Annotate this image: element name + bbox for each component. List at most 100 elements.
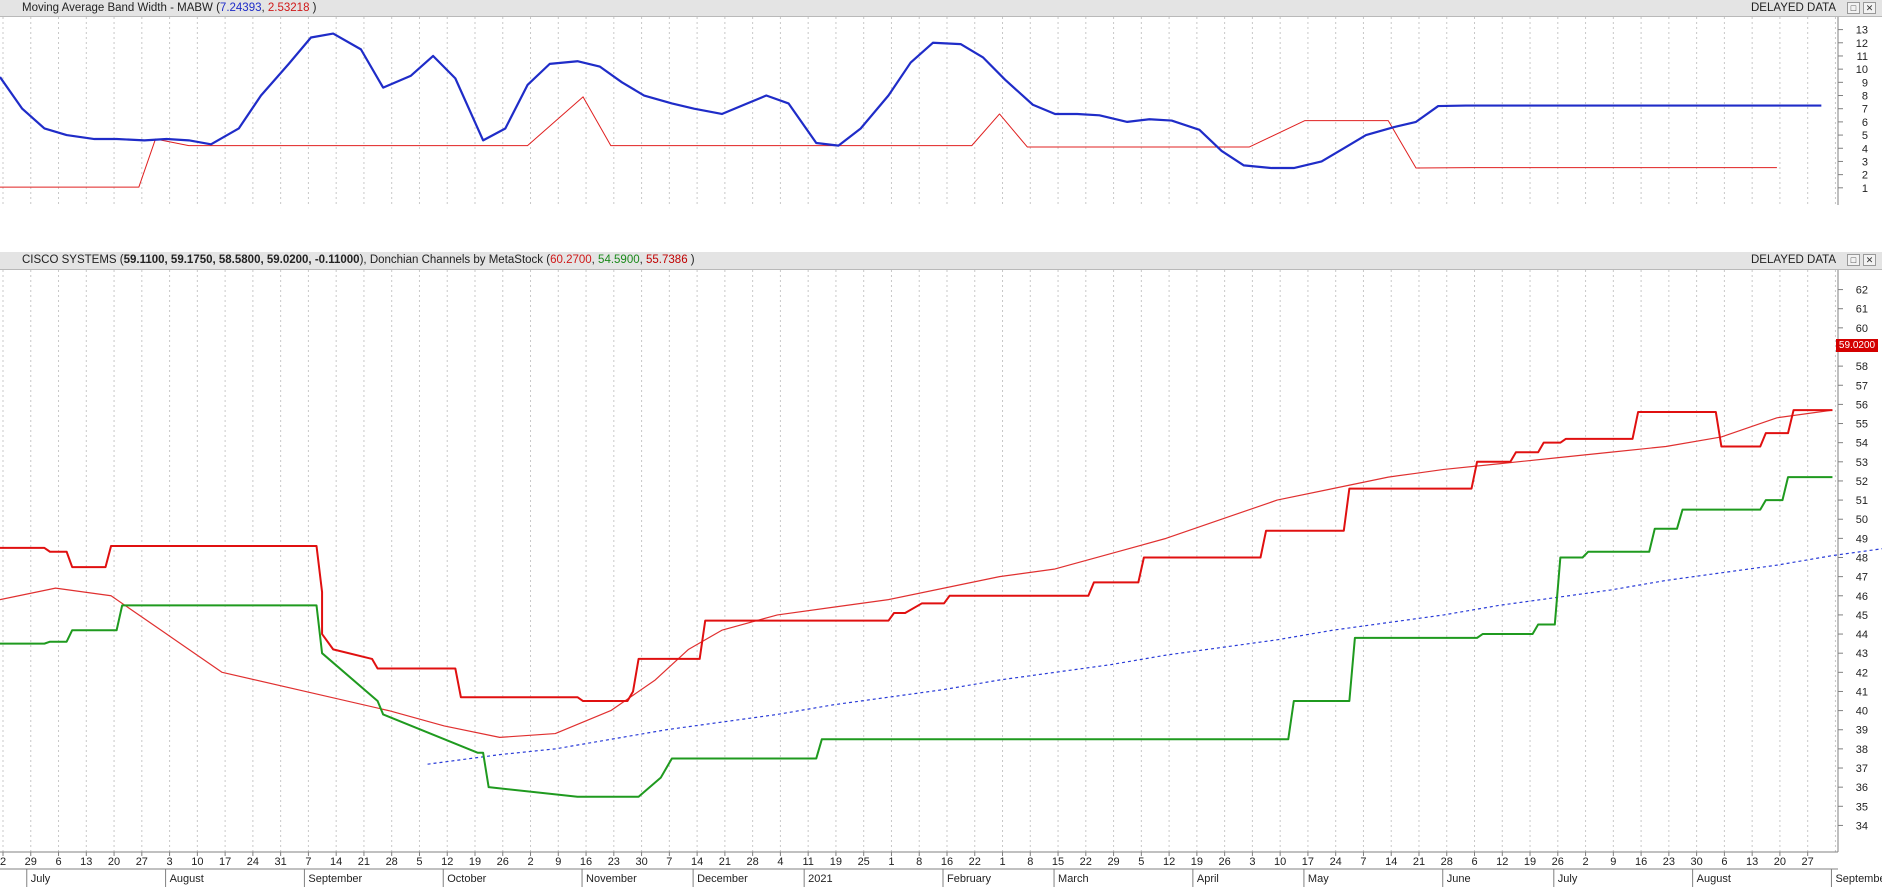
y-tick-label: 2 [1862,170,1868,182]
y-tick-label: 61 [1856,304,1868,316]
last-price-badge: 59.0200 [1836,339,1878,352]
x-tick-label: 3 [167,856,173,868]
x-tick-label: 29 [1107,856,1119,868]
x-tick-label: 13 [1746,856,1758,868]
y-tick-label: 39 [1856,725,1868,737]
restore-button[interactable]: □ [1847,2,1860,14]
y-tick-label: 3 [1862,156,1868,168]
y-tick-label: 1 [1862,183,1868,195]
x-tick-label: 6 [55,856,61,868]
x-tick-label: 19 [469,856,481,868]
x-tick-label: 25 [858,856,870,868]
month-label: June [1447,873,1471,885]
price-panel-header: CISCO SYSTEMS (59.1100, 59.1750, 58.5800… [0,252,1882,270]
y-tick-label: 55 [1856,419,1868,431]
x-tick-label: 10 [191,856,203,868]
x-tick-label: 20 [108,856,120,868]
moving-average-line [0,409,1833,738]
y-tick-label: 42 [1856,667,1868,679]
mabw-panel-header: Moving Average Band Width - MABW (7.2439… [0,0,1882,17]
x-tick-label: 26 [1219,856,1231,868]
x-tick-label: 20 [1774,856,1786,868]
close-button[interactable]: ✕ [1863,2,1876,14]
month-label: July [31,873,51,885]
x-tick-label: 15 [1052,856,1064,868]
y-tick-label: 11 [1857,51,1868,63]
month-label: February [947,873,992,885]
y-tick-label: 43 [1856,648,1868,660]
y-tick-label: 48 [1856,553,1868,565]
y-tick-label: 12 [1856,38,1868,50]
y-tick-label: 13 [1856,25,1868,37]
x-tick-label: 5 [416,856,422,868]
y-tick-label: 41 [1856,686,1868,698]
x-tick-label: 12 [1163,856,1175,868]
x-tick-label: 2 [527,856,533,868]
x-tick-label: 30 [635,856,647,868]
delayed-data-label: DELAYED DATA [1751,254,1836,266]
y-tick-label: 4 [1862,143,1868,155]
x-tick-label: 6 [1471,856,1477,868]
close-button[interactable]: ✕ [1863,254,1876,266]
y-tick-label: 47 [1856,572,1868,584]
x-tick-label: 16 [580,856,592,868]
x-tick-label: 21 [1413,856,1425,868]
x-tick-label: 19 [830,856,842,868]
donchian-upper-line [0,409,1833,703]
y-tick-label: 60 [1856,323,1868,335]
x-tick-label: 28 [747,856,759,868]
y-tick-label: 50 [1856,514,1868,526]
month-label: November [586,873,637,885]
x-tick-label: 13 [80,856,92,868]
price-chart[interactable]: 3435363738394041424344454647484950515253… [0,270,1882,887]
donchian-lower-line [0,476,1833,798]
x-tick-label: 9 [555,856,561,868]
x-tick-label: 1 [888,856,894,868]
x-tick-label: 2 [1583,856,1589,868]
trend-line [427,548,1882,765]
mabw-reference-line [0,96,1777,188]
x-tick-label: 27 [1802,856,1814,868]
x-tick-label: 16 [1635,856,1647,868]
y-tick-label: 40 [1856,706,1868,718]
month-label: 2021 [808,873,832,885]
y-tick-label: 36 [1856,782,1868,794]
x-tick-label: 26 [497,856,509,868]
x-tick-label: 9 [1610,856,1616,868]
y-tick-label: 54 [1856,438,1868,450]
y-tick-label: 45 [1856,610,1868,622]
x-tick-label: 7 [305,856,311,868]
x-tick-label: 8 [1027,856,1033,868]
y-tick-label: 9 [1862,77,1868,89]
restore-button[interactable]: □ [1847,254,1860,266]
month-label: May [1308,873,1329,885]
x-tick-label: 3 [1249,856,1255,868]
month-label: July [1558,873,1578,885]
price-panel-title: CISCO SYSTEMS (59.1100, 59.1750, 58.5800… [22,254,695,266]
y-tick-label: 58 [1856,361,1868,373]
x-tick-label: 29 [25,856,37,868]
x-tick-label: 19 [1524,856,1536,868]
x-tick-label: 7 [1360,856,1366,868]
y-tick-label: 44 [1856,629,1868,641]
x-tick-label: 26 [1552,856,1564,868]
x-tick-label: 14 [691,856,703,868]
month-label: August [170,873,204,885]
mabw-line [0,32,1822,170]
x-tick-label: 24 [247,856,259,868]
y-tick-label: 53 [1856,457,1868,469]
y-tick-label: 10 [1856,64,1868,76]
x-tick-label: 27 [136,856,148,868]
month-label: October [447,873,486,885]
delayed-data-label: DELAYED DATA [1751,2,1836,14]
x-tick-label: 8 [916,856,922,868]
x-tick-label: 5 [1138,856,1144,868]
x-tick-label: 28 [1441,856,1453,868]
x-tick-label: 31 [275,856,287,868]
y-tick-label: 35 [1856,801,1868,813]
y-tick-label: 7 [1862,104,1868,116]
y-tick-label: 8 [1862,91,1868,103]
month-label: September [308,873,362,885]
x-tick-label: 4 [777,856,783,868]
